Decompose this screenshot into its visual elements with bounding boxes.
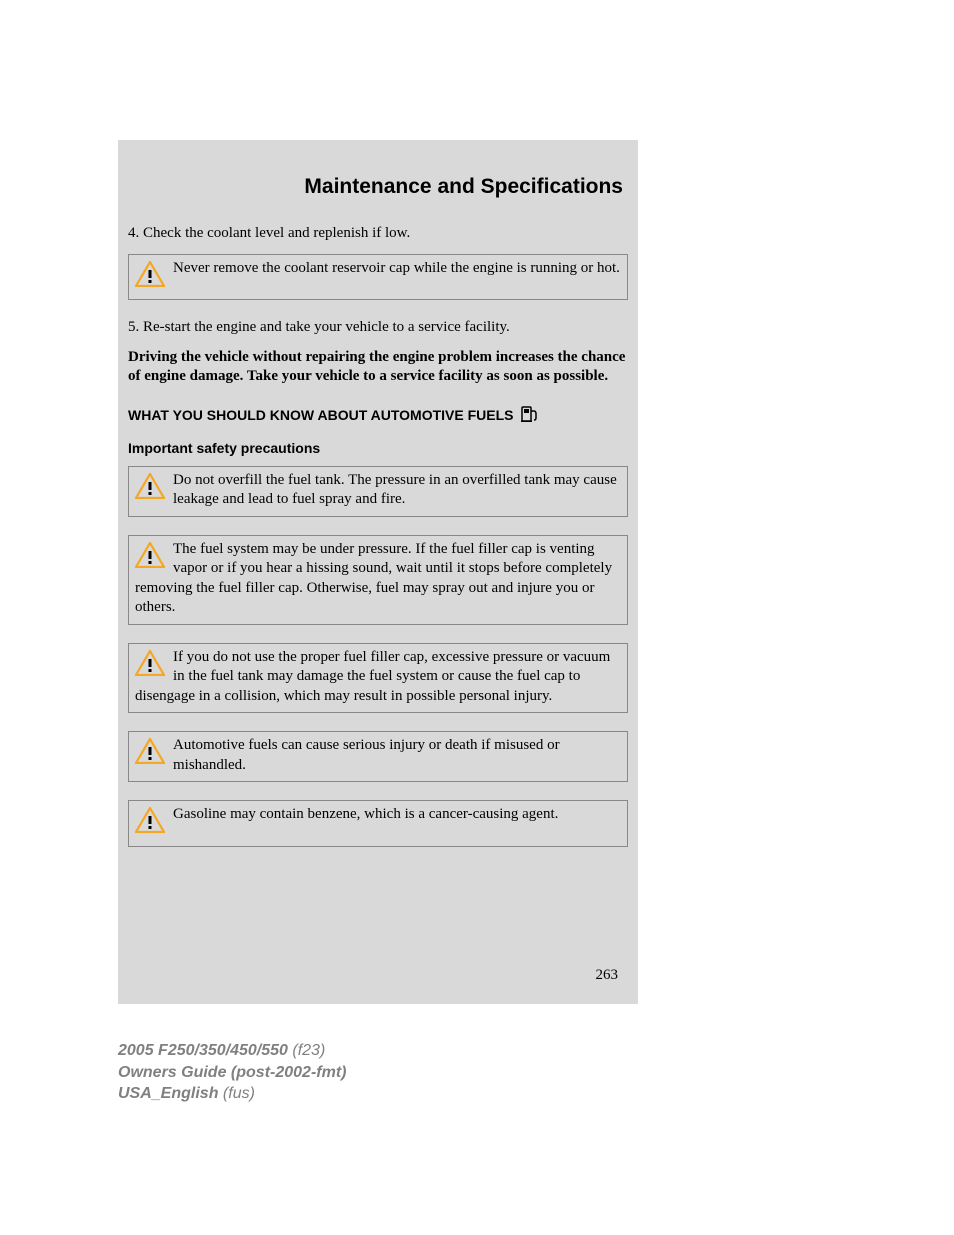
- fuels-heading-text: WHAT YOU SHOULD KNOW ABOUT AUTOMOTIVE FU…: [128, 407, 514, 423]
- footer-code1: (f23): [288, 1042, 325, 1059]
- warning-text: The fuel system may be under pressure. I…: [135, 541, 612, 616]
- warning-triangle-icon: [135, 807, 165, 840]
- warning-benzene: Gasoline may contain benzene, which is a…: [128, 800, 628, 847]
- page-title: Maintenance and Specifications: [128, 175, 628, 199]
- warning-text: Do not overfill the fuel tank. The press…: [173, 472, 617, 508]
- warning-filler-cap: If you do not use the proper fuel filler…: [128, 643, 628, 714]
- footer-line-1: 2005 F250/350/450/550 (f23): [118, 1040, 346, 1062]
- step-5-text: 5. Re-start the engine and take your veh…: [128, 318, 628, 338]
- warning-text: If you do not use the proper fuel filler…: [135, 649, 610, 704]
- warning-triangle-icon: [135, 473, 165, 506]
- footer-line-3: USA_English (fus): [118, 1083, 346, 1105]
- step-4-text: 4. Check the coolant level and replenish…: [128, 224, 628, 244]
- bold-note: Driving the vehicle without repairing th…: [128, 348, 628, 387]
- footer-code2: (fus): [218, 1085, 254, 1102]
- warning-coolant-cap: Never remove the coolant reservoir cap w…: [128, 254, 628, 301]
- footer: 2005 F250/350/450/550 (f23) Owners Guide…: [118, 1040, 346, 1105]
- warning-text: Never remove the coolant reservoir cap w…: [173, 260, 620, 276]
- warning-text: Automotive fuels can cause serious injur…: [173, 737, 560, 773]
- warning-injury: Automotive fuels can cause serious injur…: [128, 731, 628, 782]
- page-number: 263: [128, 967, 628, 984]
- page-content: Maintenance and Specifications 4. Check …: [118, 140, 638, 1004]
- warning-fuel-pressure: The fuel system may be under pressure. I…: [128, 535, 628, 625]
- warning-triangle-icon: [135, 261, 165, 294]
- fuel-pump-icon: [520, 405, 538, 426]
- warning-triangle-icon: [135, 738, 165, 771]
- warning-triangle-icon: [135, 542, 165, 575]
- warning-triangle-icon: [135, 650, 165, 683]
- warning-text: Gasoline may contain benzene, which is a…: [173, 806, 558, 822]
- safety-subheading: Important safety precautions: [128, 440, 628, 456]
- footer-line-2: Owners Guide (post-2002-fmt): [118, 1062, 346, 1084]
- warning-overfill: Do not overfill the fuel tank. The press…: [128, 466, 628, 517]
- footer-model: 2005 F250/350/450/550: [118, 1042, 288, 1059]
- footer-lang: USA_English: [118, 1085, 218, 1102]
- fuels-heading: WHAT YOU SHOULD KNOW ABOUT AUTOMOTIVE FU…: [128, 405, 628, 426]
